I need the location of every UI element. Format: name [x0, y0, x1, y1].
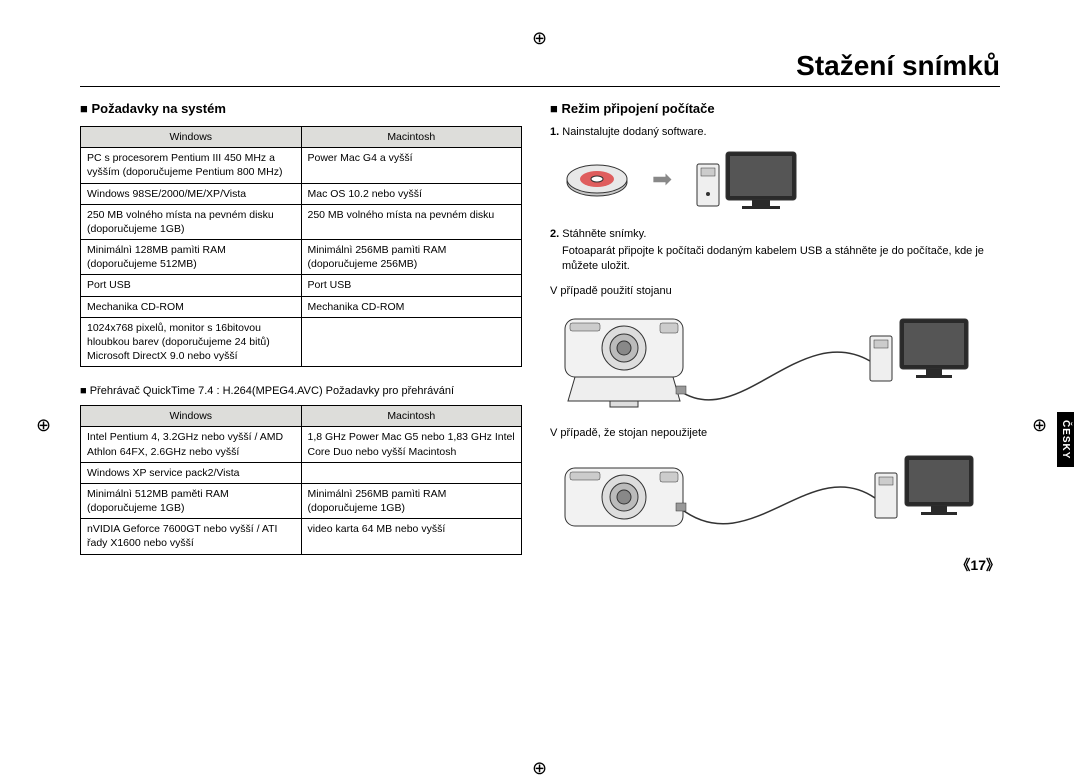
- table-header: Macintosh: [301, 127, 522, 148]
- table-row: Intel Pentium 4, 3.2GHz nebo vyšší / AMD…: [81, 427, 522, 462]
- page-title: Stažení snímků: [796, 50, 1000, 81]
- table-row: Windows XP service pack2/Vista: [81, 462, 522, 483]
- section-heading-requirements: Požadavky na systém: [80, 101, 522, 116]
- section-heading-connection: Režim připojení počítače: [550, 101, 992, 116]
- table-row: Windows 98SE/2000/ME/XP/VistaMac OS 10.2…: [81, 183, 522, 204]
- table-row: 1024x768 pixelů, monitor s 16bitovou hlo…: [81, 317, 522, 367]
- registration-mark-icon: ⊕: [1032, 415, 1047, 436]
- step-1: 1. Nainstalujte dodaný software.: [550, 126, 992, 138]
- table-header: Windows: [81, 127, 302, 148]
- left-column: Požadavky na systém Windows Macintosh PC…: [80, 101, 522, 573]
- computer-icon: [692, 144, 802, 214]
- registration-mark-icon: ⊕: [532, 28, 547, 49]
- camera-cradle-illustration: [550, 301, 980, 419]
- language-tab: ČESKY: [1057, 412, 1074, 467]
- table-row: Minimálnì 128MB pamìti RAM (doporučujeme…: [81, 240, 522, 275]
- arrow-right-icon: ➡: [652, 165, 672, 194]
- case-without-cradle: V případě, že stojan nepoužijete: [550, 427, 992, 439]
- table-header: Windows: [81, 406, 302, 427]
- step-2: 2. Stáhněte snímky.: [550, 228, 992, 240]
- registration-mark-icon: ⊕: [36, 415, 51, 436]
- step-2-body: Fotoaparát připojte k počítači dodaným k…: [562, 244, 992, 275]
- right-column: Režim připojení počítače 1. Nainstalujte…: [550, 101, 992, 573]
- registration-mark-icon: ⊕: [532, 758, 547, 779]
- cd-rom-icon: [562, 154, 632, 204]
- page-number: 17: [956, 555, 1000, 575]
- table-row: Minimálnì 512MB paměti RAM (doporučujeme…: [81, 483, 522, 518]
- table-row: 250 MB volného místa na pevném disku (do…: [81, 204, 522, 239]
- table-header: Macintosh: [301, 406, 522, 427]
- table-row: nVIDIA Geforce 7600GT nebo vyšší / ATI ř…: [81, 519, 522, 554]
- table-row: Mechanika CD-ROMMechanika CD-ROM: [81, 296, 522, 317]
- table-row: PC s procesorem Pentium III 450 MHz a vy…: [81, 148, 522, 183]
- table-row: Port USBPort USB: [81, 275, 522, 296]
- quicktime-requirements-table: Windows Macintosh Intel Pentium 4, 3.2GH…: [80, 405, 522, 554]
- camera-direct-illustration: [550, 443, 980, 561]
- subheading-quicktime: Přehrávač QuickTime 7.4 : H.264(MPEG4.AV…: [80, 385, 522, 397]
- case-with-cradle: V případě použití stojanu: [550, 285, 992, 297]
- system-requirements-table: Windows Macintosh PC s procesorem Pentiu…: [80, 126, 522, 367]
- page-content: Stažení snímků Požadavky na systém Windo…: [80, 50, 1000, 573]
- title-row: Stažení snímků: [80, 50, 1000, 87]
- install-illustration: ➡: [562, 144, 992, 214]
